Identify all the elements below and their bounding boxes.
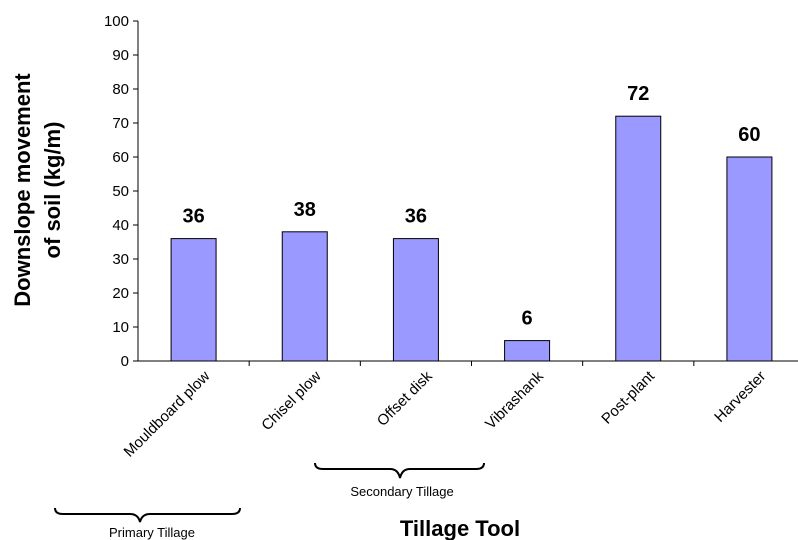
y-tick-label: 60	[112, 149, 129, 166]
y-axis-title-line-1: Downslope movement	[10, 73, 35, 307]
y-tick-label: 70	[112, 115, 129, 132]
data-label: 36	[405, 206, 427, 228]
y-tick-label: 40	[112, 217, 129, 234]
data-label: 38	[294, 199, 316, 221]
group-label-primary-tillage: Primary Tillage	[109, 525, 195, 540]
category-label: Mouldboard plow	[121, 368, 214, 461]
y-axis-ticks: 0 10 20 30 40 50 60 70 80 90 100	[104, 13, 138, 370]
primary-tillage-brace	[54, 507, 241, 523]
category-label: Harvester	[711, 368, 769, 426]
y-tick-label: 30	[112, 251, 129, 268]
y-tick-label: 50	[112, 183, 129, 200]
y-tick-label: 0	[121, 353, 129, 370]
data-label: 72	[627, 83, 649, 105]
bar	[170, 238, 217, 362]
bar	[392, 238, 439, 362]
y-tick-label: 100	[104, 13, 129, 30]
bar	[281, 231, 328, 362]
bar	[504, 340, 551, 362]
y-tick-label: 10	[112, 319, 129, 336]
data-label: 6	[522, 308, 533, 330]
y-tick-label: 20	[112, 285, 129, 302]
category-label: Offset disk	[374, 367, 436, 429]
y-axis-title-line-2: of soil (kg/m)	[40, 122, 65, 259]
category-label: Vibrashank	[482, 367, 547, 432]
data-labels: 36 38 36 6 72 60	[182, 83, 760, 329]
secondary-tillage-brace	[314, 462, 485, 479]
bar	[726, 156, 773, 362]
y-tick-label: 90	[112, 47, 129, 64]
data-label: 36	[182, 206, 204, 228]
category-label: Post-plant	[598, 367, 658, 427]
y-tick-label: 80	[112, 81, 129, 98]
y-axis-title: Downslope movement of soil (kg/m)	[10, 73, 65, 307]
category-labels: Mouldboard plow Chisel plow Offset disk Vib…	[121, 361, 769, 461]
group-label-secondary-tillage: Secondary Tillage	[350, 484, 453, 499]
data-label: 60	[738, 124, 760, 146]
axes	[137, 21, 798, 362]
x-axis-title: Tillage Tool	[400, 516, 520, 540]
category-label: Chisel plow	[258, 368, 324, 434]
bar	[615, 115, 662, 362]
bars	[170, 115, 773, 362]
